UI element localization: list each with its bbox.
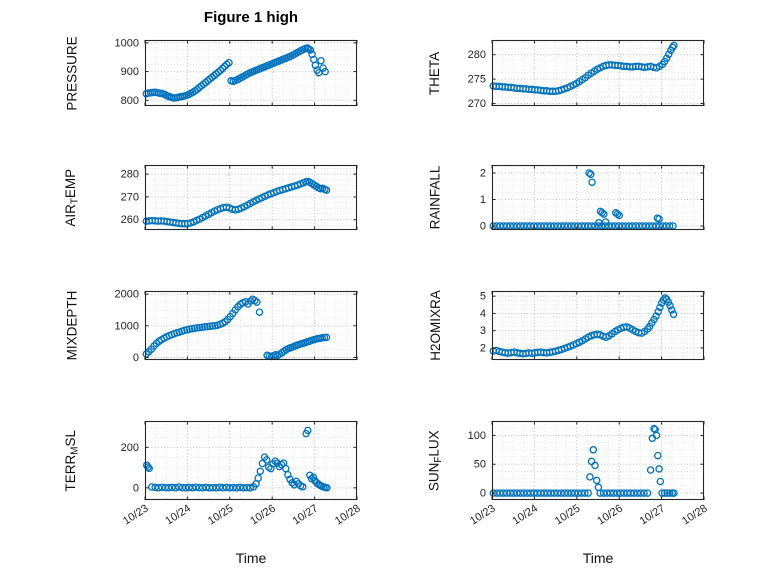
- svg-text:10/27: 10/27: [638, 502, 668, 527]
- svg-text:1000: 1000: [115, 320, 139, 332]
- svg-text:10/23: 10/23: [121, 502, 151, 527]
- y-axis-label-terr-msl: TERRMSL: [63, 421, 81, 500]
- scatter-series: [489, 294, 678, 358]
- x-axis-label-right: Time: [582, 550, 614, 566]
- y-axis-label-text: H2OMIXRA: [427, 290, 443, 361]
- y-axis-label-text: PRESSURE: [64, 35, 80, 111]
- plot-area-sun_flux: 0 50 100 10/23 10/24 10/25 10/26 10/27 10/28: [468, 420, 710, 528]
- subplot-h2omixra: H2OMIXRA 2 3 4 5: [428, 290, 705, 361]
- svg-text:4: 4: [480, 308, 486, 320]
- svg-text:2: 2: [480, 167, 486, 179]
- svg-text:200: 200: [121, 442, 139, 454]
- subplot-air-temp: AIRTEMP 260 270 280: [63, 164, 358, 231]
- y-axis-label-text: TERRMSL: [63, 429, 81, 492]
- y-axis-label-rainfall: RAINFALL: [426, 165, 444, 230]
- svg-text:0: 0: [133, 352, 139, 364]
- plot-area-h2omixra: 2 3 4 5: [480, 291, 705, 361]
- svg-text:280: 280: [468, 49, 486, 61]
- svg-text:10/26: 10/26: [248, 502, 278, 527]
- y-axis-label-theta: THETA: [426, 40, 444, 106]
- svg-text:10/27: 10/27: [291, 502, 321, 527]
- scatter-series: [142, 44, 329, 102]
- y-axis-label-mixdepth: MIXDEPTH: [63, 290, 81, 361]
- svg-text:50: 50: [474, 459, 486, 471]
- scatter-series: [142, 426, 331, 492]
- plot-area-mixdepth: 0 1000 2000: [115, 289, 358, 364]
- subplot-rainfall: RAINFALL 0 1 2: [428, 164, 705, 233]
- svg-text:5: 5: [480, 291, 486, 303]
- svg-text:10/25: 10/25: [206, 502, 236, 527]
- subplot-mixdepth: MIXDEPTH 0 1000 2000: [65, 289, 358, 364]
- scatter-series: [489, 424, 678, 497]
- svg-text:260: 260: [121, 214, 139, 226]
- subplot-terr-msl: TERRMSL 0 200 10/23 10/24 10/25 10/26 10/27 10/…: [63, 420, 363, 528]
- subplot-theta: THETA 270 275 280: [428, 39, 705, 110]
- svg-text:270: 270: [468, 98, 486, 110]
- svg-text:2000: 2000: [115, 289, 139, 301]
- scatter-series: [142, 295, 331, 361]
- svg-text:10/24: 10/24: [163, 502, 193, 527]
- svg-text:0: 0: [480, 488, 486, 500]
- subplot-sun-flux: SUNFLUX 0 50 100 10/23 10/24 10/25 10/26 10/27 1…: [426, 420, 710, 528]
- svg-text:0: 0: [133, 482, 139, 494]
- svg-text:10/28: 10/28: [333, 502, 363, 527]
- y-axis-label-pressure: PRESSURE: [63, 36, 81, 110]
- y-axis-label-text: SUNFLUX: [426, 430, 444, 491]
- svg-text:100: 100: [468, 430, 486, 442]
- plot-area-air_temp: 260 270 280: [121, 164, 358, 231]
- svg-text:0: 0: [480, 221, 486, 233]
- svg-text:900: 900: [121, 66, 139, 78]
- svg-text:275: 275: [468, 74, 486, 86]
- svg-text:10/26: 10/26: [595, 502, 625, 527]
- svg-text:3: 3: [480, 325, 486, 337]
- svg-text:1000: 1000: [115, 37, 139, 49]
- y-axis-label-text: MIXDEPTH: [64, 290, 80, 361]
- scatter-series: [489, 41, 678, 96]
- svg-text:800: 800: [121, 95, 139, 107]
- svg-text:2: 2: [480, 342, 486, 354]
- svg-text:10/28: 10/28: [680, 502, 710, 527]
- y-axis-label-h2omixra: H2OMIXRA: [426, 290, 444, 361]
- plot-area-rainfall: 0 1 2: [480, 164, 705, 233]
- y-axis-label-sun-flux: SUNFLUX: [426, 421, 444, 500]
- svg-text:10/23: 10/23: [468, 502, 498, 527]
- plot-area-pressure: 800 900 1000: [115, 37, 358, 107]
- y-axis-label-air-temp: AIRTEMP: [63, 165, 81, 230]
- svg-text:10/25: 10/25: [553, 502, 583, 527]
- svg-text:280: 280: [121, 169, 139, 181]
- y-axis-label-text: RAINFALL: [427, 165, 443, 230]
- plot-area-terr_msl: 0 200 10/23 10/24 10/25 10/26 10/27 10/28: [121, 420, 363, 528]
- svg-text:270: 270: [121, 191, 139, 203]
- plot-area-theta: 270 275 280: [468, 39, 705, 110]
- scatter-series: [142, 177, 331, 228]
- svg-text:10/24: 10/24: [510, 502, 540, 527]
- svg-text:1: 1: [480, 194, 486, 206]
- figure-title: Figure 1 high: [203, 9, 299, 26]
- y-axis-label-text: THETA: [427, 51, 443, 95]
- x-axis-label-left: Time: [235, 550, 267, 566]
- y-axis-label-text: AIRTEMP: [63, 168, 81, 227]
- subplot-pressure: PRESSURE 800 900 1000: [65, 36, 358, 110]
